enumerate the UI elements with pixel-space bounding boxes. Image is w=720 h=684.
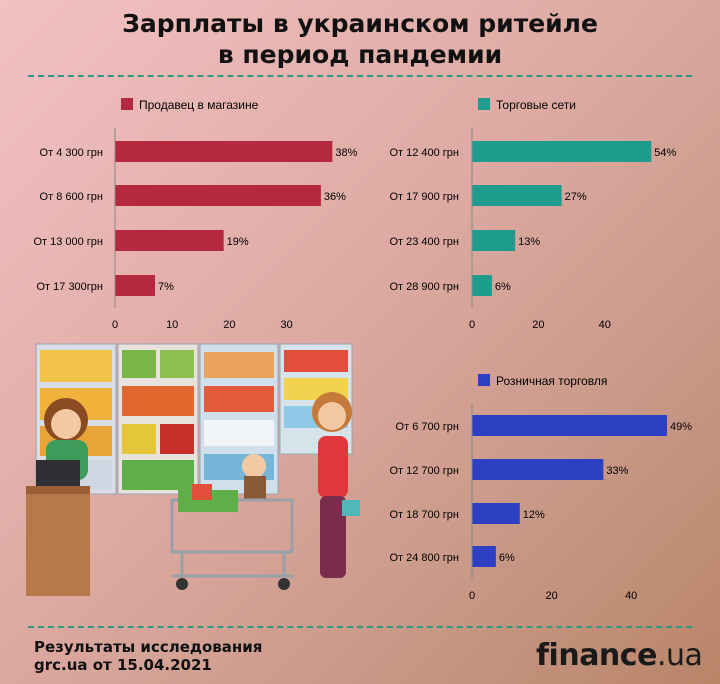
shopper-icon (312, 392, 360, 578)
bar (472, 546, 496, 567)
x-tick-label: 0 (469, 319, 475, 331)
bar (472, 503, 520, 524)
bar-row-seller-2: От 13 000 грн 19% (33, 230, 249, 251)
x-tick-label: 20 (223, 319, 235, 331)
x-tick-label: 40 (625, 590, 637, 602)
x-tick-label: 30 (280, 319, 292, 331)
data-label: 12% (523, 509, 545, 521)
bar-row-retail-0: От 6 700 грн 49% (396, 415, 692, 436)
bar-row-chains-1: От 17 900 грн 27% (389, 185, 587, 206)
chart-seller: Продавец в магазине От 4 300 грн 38% От … (33, 98, 358, 331)
title-line-2: в период пандемии (217, 40, 503, 69)
bar-row-retail-1: От 12 700 грн 33% (389, 459, 629, 480)
x-tick-label: 0 (469, 590, 475, 602)
top-divider (28, 75, 692, 77)
category-label: От 12 700 грн (389, 465, 459, 477)
category-label: От 18 700 грн (389, 509, 459, 521)
bar-row-chains-2: От 23 400 грн 13% (389, 230, 540, 251)
fridge-icon (199, 343, 279, 495)
bar (472, 141, 652, 162)
category-label: От 23 400 грн (389, 236, 459, 248)
x-tick-label: 20 (545, 590, 557, 602)
bar (472, 275, 492, 296)
data-label: 7% (158, 281, 174, 293)
data-label: 13% (518, 236, 540, 248)
bar (472, 185, 562, 206)
x-tick-label: 20 (532, 319, 544, 331)
x-tick-label: 40 (599, 319, 611, 331)
data-label: 27% (565, 191, 587, 203)
brand-name: finance (536, 638, 657, 673)
bar-row-seller-0: От 4 300 грн 38% (40, 141, 358, 162)
bar-row-retail-2: От 18 700 грн 12% (389, 503, 545, 524)
data-label: 6% (495, 281, 511, 293)
category-label: От 8 600 грн (40, 191, 103, 203)
data-label: 38% (335, 147, 357, 159)
page-title: Зарплаты в украинском ритейле в период п… (0, 8, 720, 70)
bar-row-retail-3: От 24 800 грн 6% (389, 546, 515, 567)
legend-label-seller: Продавец в магазине (139, 98, 259, 112)
bar (472, 459, 604, 480)
x-ticks-retail: 0 20 40 (469, 590, 637, 602)
data-label: 54% (654, 147, 676, 159)
legend-swatch-chains (478, 98, 490, 110)
x-tick-label: 10 (166, 319, 178, 331)
chart-retail: Розничная торговля От 6 700 грн 49% От 1… (389, 374, 692, 602)
data-label: 36% (324, 191, 346, 203)
supermarket-illustration (26, 343, 360, 596)
x-tick-label: 0 (112, 319, 118, 331)
data-label: 6% (499, 552, 515, 564)
bar-row-chains-0: От 12 400 грн 54% (389, 141, 677, 162)
chart-chains: Торговые сети От 12 400 грн 54% От 17 90… (389, 98, 677, 331)
data-label: 49% (670, 421, 692, 433)
brand-logo: finance.ua (536, 636, 703, 676)
shopping-cart-icon (170, 454, 294, 590)
bar (115, 185, 321, 206)
bar-row-seller-1: От 8 600 грн 36% (40, 185, 346, 206)
category-label: От 24 800 грн (389, 552, 459, 564)
x-ticks-seller: 0 10 20 30 (112, 319, 293, 331)
category-label: От 17 300грн (37, 281, 104, 293)
produce-shelf-icon (117, 343, 199, 495)
data-label: 19% (227, 236, 249, 248)
bar (115, 141, 333, 162)
cash-register-icon (26, 460, 90, 596)
source-note: Результаты исследования grc.ua от 15.04.… (34, 638, 262, 674)
data-label: 33% (606, 465, 628, 477)
category-label: От 17 900 грн (389, 191, 459, 203)
x-ticks-chains: 0 20 40 (469, 319, 611, 331)
category-label: От 6 700 грн (396, 421, 459, 433)
category-label: От 4 300 грн (40, 147, 103, 159)
bar-row-chains-3: От 28 900 грн 6% (389, 275, 511, 296)
bar-row-seller-3: От 17 300грн 7% (37, 275, 174, 296)
bar (472, 415, 668, 436)
legend-swatch-seller (121, 98, 133, 110)
category-label: От 12 400 грн (389, 147, 459, 159)
category-label: От 28 900 грн (389, 281, 459, 293)
source-line-2: grc.ua от 15.04.2021 (34, 656, 212, 674)
source-line-1: Результаты исследования (34, 638, 263, 656)
legend-swatch-retail (478, 374, 490, 386)
bar (472, 230, 516, 251)
brand-tld: .ua (656, 638, 703, 673)
bottom-divider (28, 626, 692, 628)
title-line-1: Зарплаты в украинском ритейле (122, 9, 598, 38)
category-label: От 13 000 грн (33, 236, 103, 248)
legend-label-chains: Торговые сети (496, 98, 576, 112)
bar (115, 275, 156, 296)
bar (115, 230, 224, 251)
legend-label-retail: Розничная торговля (496, 374, 607, 388)
